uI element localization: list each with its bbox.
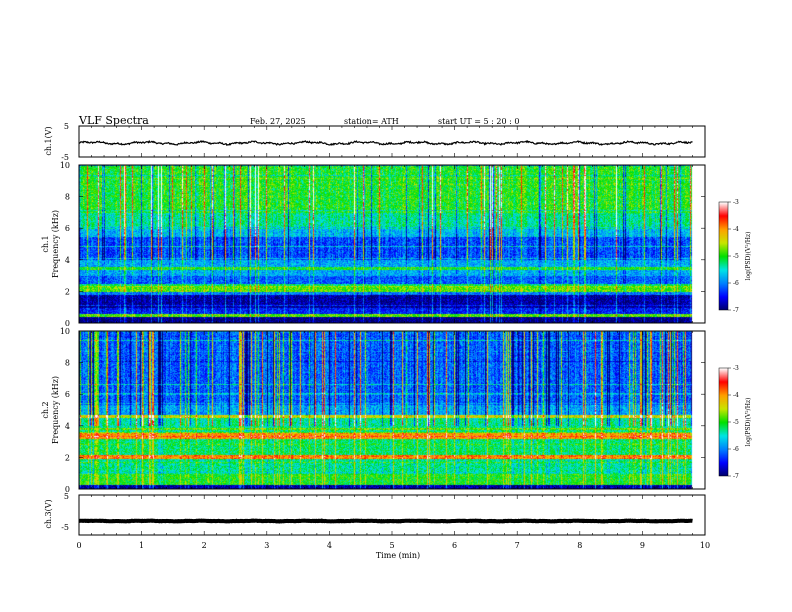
x-tick-label: 1 (139, 541, 144, 550)
colorbar-tick-label: -5 (733, 419, 739, 426)
figure-title: VLF Spectra (78, 114, 149, 127)
colorbar-tick-label: -6 (733, 446, 739, 453)
x-tick-label: 5 (389, 541, 394, 550)
y-tick-label: 2 (65, 287, 70, 296)
station-label: station= ATH (344, 117, 399, 126)
ch1-ytick-top: 5 (64, 122, 69, 131)
date-label: Feb. 27, 2025 (250, 117, 306, 126)
x-tick-label: 3 (264, 541, 269, 550)
ch2-spec-ylabel-1: ch.2 (41, 401, 50, 418)
ch1-ylabel: ch.1(V) (44, 126, 53, 155)
colorbar-tick-label: -3 (733, 199, 739, 206)
ch1-time-ticks (78, 126, 706, 157)
colorbar-tick-label: -7 (733, 473, 739, 480)
ch1-colorbar-ticks: -3 -4 -5 -6 -7 (728, 199, 739, 314)
x-tick-label: 9 (640, 541, 645, 550)
colorbar-tick-label: -5 (733, 253, 739, 260)
ch1-spec-ylabel-2: Frequency (kHz) (51, 210, 60, 278)
y-tick-label: 10 (60, 327, 70, 336)
x-tick-label: 8 (577, 541, 582, 550)
ch1-colorbar-label: log(PSD)(V²/Hz) (745, 232, 752, 281)
ch1-trace (78, 139, 693, 147)
ch1-spectrogram-image (79, 165, 705, 323)
ch3-waveform-panel: ch.3(V) 5 -5 (44, 492, 706, 536)
ch1-spec-yticks: 0 2 4 6 8 10 (60, 161, 705, 328)
x-tick-label: 7 (515, 541, 520, 550)
y-tick-label: 0 (65, 485, 70, 494)
ch3-time-ticks (78, 495, 706, 535)
ch1-waveform-panel: ch.1(V) 5 -5 (44, 122, 706, 162)
y-tick-label: 8 (65, 359, 70, 368)
ch2-colorbar-gradient (719, 368, 728, 476)
y-tick-label: 2 (65, 453, 70, 462)
x-tick-labels: 0 1 2 3 4 5 6 7 8 9 10 (76, 541, 710, 550)
ch2-spectrogram-image (79, 331, 705, 489)
y-tick-label: 6 (65, 390, 70, 399)
y-tick-label: 6 (65, 224, 70, 233)
x-tick-label: 2 (202, 541, 207, 550)
ch2-spec-yticks: 0 2 4 6 8 10 (60, 327, 705, 494)
x-tick-label: 4 (327, 541, 332, 550)
start-ut-label: start UT = 5 : 20 : 0 (438, 117, 519, 126)
ch3-trace (79, 518, 693, 524)
x-tick-label: 6 (452, 541, 457, 550)
ch2-colorbar: -3 -4 -5 -6 -7 log(PSD)(V²/Hz) (718, 365, 752, 480)
ch1-ytick-bottom: -5 (61, 153, 69, 162)
ch1-colorbar: -3 -4 -5 -6 -7 log(PSD)(V²/Hz) (718, 199, 752, 314)
y-tick-label: 10 (60, 161, 70, 170)
colorbar-tick-label: -3 (733, 365, 739, 372)
ch3-ytick-bottom: -5 (61, 523, 69, 532)
colorbar-tick-label: -4 (733, 226, 739, 233)
colorbar-tick-label: -7 (733, 307, 739, 314)
ch2-colorbar-ticks: -3 -4 -5 -6 -7 (728, 365, 739, 480)
x-tick-label: 10 (700, 541, 710, 550)
y-tick-label: 8 (65, 193, 70, 202)
x-tick-label: 0 (76, 541, 81, 550)
ch2-spectrogram-panel: ch.2 Frequency (kHz) 0 2 4 6 8 10 (41, 327, 706, 494)
y-tick-label: 4 (65, 256, 70, 265)
colorbar-tick-label: -6 (733, 280, 739, 287)
y-tick-label: 0 (65, 319, 70, 328)
x-axis-label: Time (min) (376, 551, 420, 560)
ch2-spec-ylabel-2: Frequency (kHz) (51, 376, 60, 444)
ch3-ylabel: ch.3(V) (44, 499, 53, 528)
ch1-spec-time-ticks (78, 165, 706, 323)
ch3-ytick-top: 5 (64, 492, 69, 501)
ch2-spec-time-ticks (78, 331, 706, 489)
ch2-colorbar-label: log(PSD)(V²/Hz) (745, 398, 752, 447)
ch1-colorbar-gradient (719, 202, 728, 310)
colorbar-tick-label: -4 (733, 392, 739, 399)
ch1-spectrogram-panel: ch.1 Frequency (kHz) 0 2 4 6 8 10 (41, 161, 706, 328)
ch1-spec-ylabel-1: ch.1 (41, 235, 50, 252)
y-tick-label: 4 (65, 422, 70, 431)
